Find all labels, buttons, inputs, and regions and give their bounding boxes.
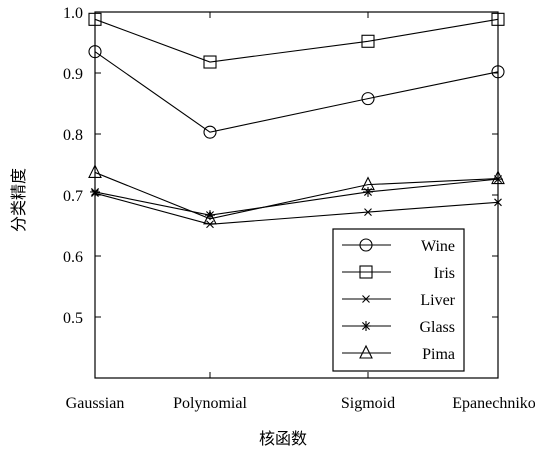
x-tick-label: Gaussian — [66, 395, 125, 412]
data-point-wine — [88, 45, 102, 59]
y-axis-label: 分类精度 — [10, 168, 28, 232]
legend-item-pima: Pima — [342, 344, 455, 363]
y-tick-label: 0.8 — [63, 127, 83, 144]
series-iris — [88, 12, 505, 69]
legend: Wine Iris Liver Glass Pima — [332, 228, 465, 372]
legend-marker-liver — [362, 295, 370, 303]
series-wine — [88, 45, 505, 139]
legend-marker-iris — [359, 265, 373, 279]
data-point-liver — [364, 208, 372, 216]
y-tick-label: 0.6 — [63, 249, 83, 266]
series-line-iris — [94, 18, 499, 63]
legend-label-liver: Liver — [420, 292, 455, 309]
series-line-glass — [94, 178, 499, 216]
legend-marker-wine — [359, 238, 373, 252]
series-line-pima — [94, 171, 499, 220]
legend-item-wine: Wine — [342, 238, 455, 255]
y-tick-labels: 0.5 0.6 0.7 0.8 0.9 1.0 — [63, 5, 83, 327]
y-tick-label: 0.9 — [63, 66, 83, 83]
legend-label-iris: Iris — [434, 265, 455, 282]
series-line-wine — [94, 51, 499, 133]
legend-label-glass: Glass — [419, 319, 455, 336]
x-tick-label: Sigmoid — [341, 395, 395, 412]
x-tick-labels: Gaussian Polynomial Sigmoid Epanechnikov — [66, 395, 535, 412]
data-point-iris — [88, 12, 102, 26]
data-point-wine — [361, 92, 375, 106]
data-point-glass — [363, 186, 373, 197]
x-tick-label: Epanechnikov — [452, 395, 535, 412]
legend-marker-glass — [361, 321, 371, 331]
data-point-pima — [491, 170, 505, 185]
series-lines — [88, 12, 505, 229]
data-point-pima — [361, 176, 375, 191]
data-point-wine — [491, 65, 505, 79]
y-tick-label: 1.0 — [63, 5, 83, 22]
legend-item-liver: Liver — [342, 292, 456, 309]
y-tick-label: 0.7 — [63, 188, 83, 205]
legend-item-iris: Iris — [342, 265, 455, 282]
series-pima — [88, 164, 505, 225]
legend-box — [332, 228, 465, 372]
legend-label-wine: Wine — [421, 238, 455, 255]
legend-marker-pima — [359, 344, 373, 359]
x-tick-label: Polynomial — [173, 395, 247, 412]
data-point-wine — [203, 125, 217, 139]
x-axis-label: 核函数 — [259, 430, 307, 448]
series-line-liver — [94, 192, 499, 225]
data-point-pima — [203, 210, 217, 225]
y-tick-label: 0.5 — [63, 310, 83, 327]
data-point-iris — [203, 55, 217, 69]
data-point-iris — [361, 34, 375, 48]
legend-item-glass: Glass — [342, 319, 455, 336]
data-point-pima — [88, 164, 102, 178]
data-point-glass — [90, 186, 100, 197]
legend-label-pima: Pima — [422, 346, 455, 363]
data-point-iris — [491, 12, 505, 26]
data-point-liver — [494, 198, 502, 207]
